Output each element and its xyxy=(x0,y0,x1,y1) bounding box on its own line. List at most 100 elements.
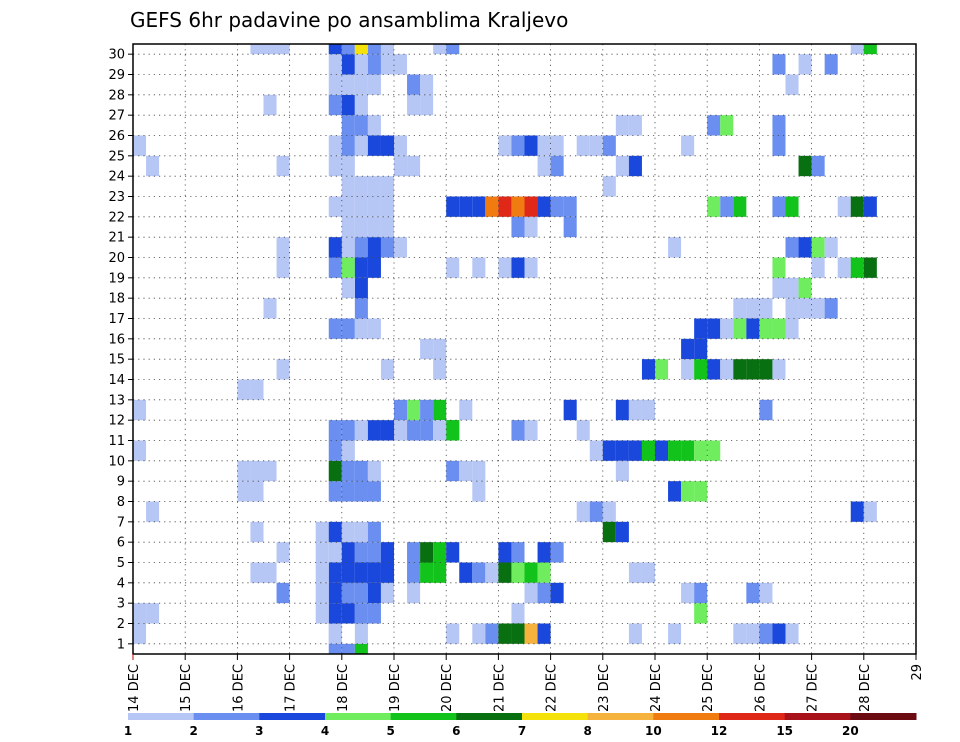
heatmap-cell xyxy=(563,216,577,238)
colorbar-label: 3 xyxy=(255,724,263,738)
heatmap-cell xyxy=(863,501,877,522)
heatmap-cell xyxy=(446,196,460,217)
heatmap-cell xyxy=(511,623,525,644)
y-tick-label: 26 xyxy=(108,129,125,144)
y-tick-label: 18 xyxy=(108,292,125,307)
heatmap-cell xyxy=(367,420,381,441)
heatmap-cell xyxy=(354,298,368,319)
heatmap-cell xyxy=(681,481,695,502)
heatmap-cell xyxy=(328,481,342,502)
heatmap-cell xyxy=(446,420,460,441)
heatmap-cell xyxy=(407,74,421,95)
plot-frame xyxy=(132,43,917,655)
y-tick-label: 14 xyxy=(108,373,125,388)
colorbar-label: 15 xyxy=(776,724,793,738)
heatmap-cell xyxy=(380,216,394,238)
heatmap-cell xyxy=(733,196,747,217)
heatmap-cell xyxy=(537,542,551,563)
heatmap-cell xyxy=(498,562,512,583)
y-tick-label: 12 xyxy=(108,414,125,429)
heatmap-cell xyxy=(328,44,342,55)
heatmap-cell xyxy=(837,257,851,278)
heatmap-cell xyxy=(733,623,747,644)
heatmap-cell xyxy=(772,623,786,644)
heatmap-cell xyxy=(759,298,773,319)
heatmap-cell xyxy=(341,155,355,177)
heatmap-cell xyxy=(354,257,368,278)
heatmap-cell xyxy=(394,155,408,177)
heatmap-cell xyxy=(785,74,799,95)
x-tick-label: 23 DEC xyxy=(597,664,612,712)
heatmap-cell xyxy=(433,44,447,55)
heatmap-cell xyxy=(628,399,642,421)
y-tick-label: 9 xyxy=(117,475,125,490)
colorbar-swatch xyxy=(850,713,917,720)
colorbar: 1 2 3 4 5 6 7 8 10 12 15 20 xyxy=(124,713,917,738)
heatmap-cell xyxy=(250,460,264,482)
heatmap-cell xyxy=(681,582,695,604)
heatmap-cell xyxy=(798,298,812,319)
heatmap-cell xyxy=(694,582,708,604)
heatmap-cell xyxy=(759,582,773,604)
heatmap-cell xyxy=(446,623,460,644)
heatmap-cell xyxy=(550,196,564,217)
heatmap-cell xyxy=(341,318,355,339)
heatmap-cell xyxy=(615,521,629,543)
heatmap-cell xyxy=(668,440,682,461)
heatmap-cell xyxy=(328,94,342,116)
heatmap-cell xyxy=(694,481,708,502)
heatmap-cell xyxy=(694,603,708,624)
heatmap-cell xyxy=(133,440,147,461)
heatmap-cell xyxy=(785,623,799,644)
heatmap-cell xyxy=(511,542,525,563)
heatmap-cell xyxy=(420,338,434,360)
heatmap-cell xyxy=(655,359,669,380)
heatmap-cell xyxy=(485,562,499,583)
heatmap-cell xyxy=(681,440,695,461)
heatmap-cell xyxy=(628,440,642,461)
heatmap-cell xyxy=(328,603,342,624)
heatmap-cell xyxy=(759,399,773,421)
heatmap-cell xyxy=(420,74,434,95)
colorbar-swatch xyxy=(719,713,786,720)
heatmap-cell xyxy=(550,135,564,156)
heatmap-cell xyxy=(798,54,812,75)
heatmap-cell xyxy=(785,196,799,217)
heatmap-cell xyxy=(341,115,355,136)
heatmap-cell xyxy=(446,542,460,563)
heatmap-cell xyxy=(772,318,786,339)
colorbar-swatch xyxy=(193,713,260,720)
heatmap-cell xyxy=(602,135,616,156)
heatmap-cell xyxy=(250,521,264,543)
heatmap-cell xyxy=(772,135,786,156)
heatmap-cell xyxy=(250,379,264,400)
heatmap-cell xyxy=(354,420,368,441)
heatmap-cell xyxy=(146,155,160,177)
y-tick-label: 29 xyxy=(108,68,125,83)
heatmap-cell xyxy=(315,582,329,604)
heatmap-cell xyxy=(550,582,564,604)
heatmap-cell xyxy=(341,44,355,55)
heatmap-cell xyxy=(328,155,342,177)
heatmap-cell xyxy=(602,176,616,197)
heatmap-cell xyxy=(315,521,329,543)
colorbar-label: 20 xyxy=(842,724,859,738)
heatmap-cell xyxy=(550,155,564,177)
heatmap-cell xyxy=(681,135,695,156)
heatmap-cell xyxy=(824,237,838,258)
heatmap-cell xyxy=(511,603,525,624)
heatmap-cell xyxy=(354,44,368,55)
heatmap-cell xyxy=(420,542,434,563)
heatmap-cell xyxy=(407,562,421,583)
heatmap-cell xyxy=(472,623,486,644)
heatmap-cell xyxy=(367,74,381,95)
heatmap-cell xyxy=(576,135,590,156)
heatmap-cell xyxy=(641,399,655,421)
heatmap-cell xyxy=(472,460,486,482)
heatmap-cell xyxy=(524,420,538,441)
heatmap-cell xyxy=(472,257,486,278)
heatmap-cell xyxy=(367,196,381,217)
heatmap-cell xyxy=(746,298,760,319)
heatmap-cell xyxy=(733,318,747,339)
heatmap-cell xyxy=(811,237,825,258)
